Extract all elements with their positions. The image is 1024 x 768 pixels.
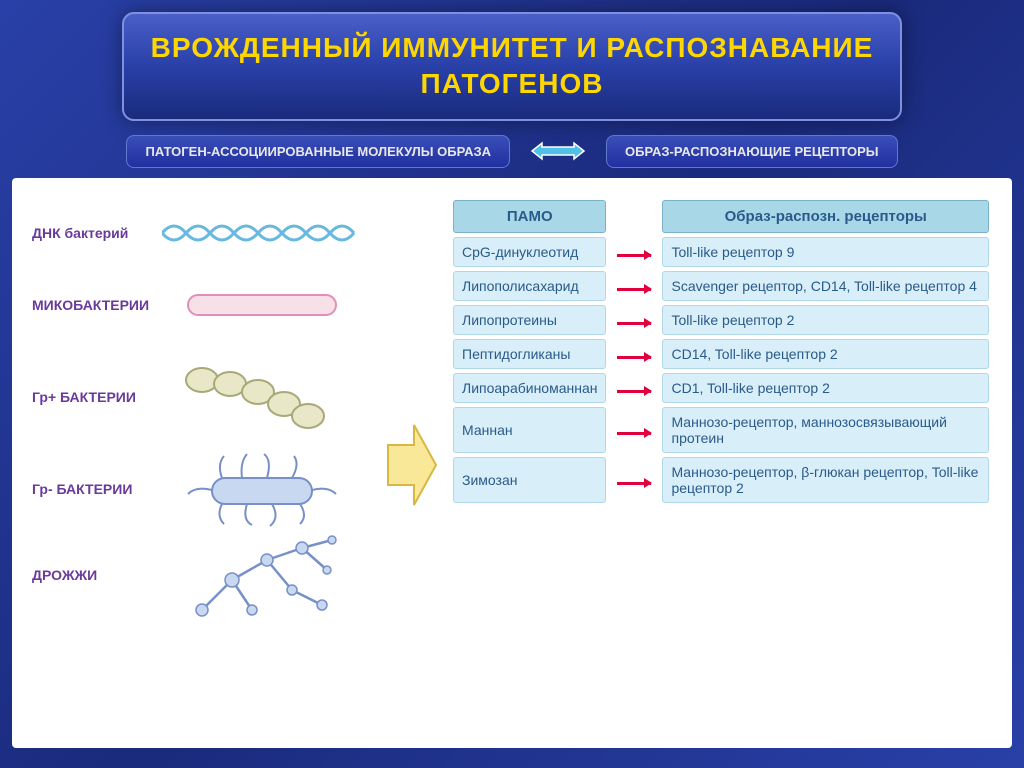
cell-pamo: CpG-динуклеотид bbox=[453, 237, 606, 267]
title-box: ВРОЖДЕННЫЙ ИММУНИТЕТ И РАСПОЗНАВАНИЕ ПАТ… bbox=[122, 12, 902, 121]
arrow-icon bbox=[609, 237, 659, 267]
th-spacer bbox=[609, 200, 659, 233]
cell-pamo: Липопротеины bbox=[453, 305, 606, 335]
cell-pamo: Маннан bbox=[453, 407, 606, 453]
pathogen-label: Гр- БАКТЕРИИ bbox=[32, 481, 142, 497]
th-pamo: ПАМО bbox=[453, 200, 606, 233]
pathogen-label: ДРОЖЖИ bbox=[32, 567, 142, 583]
content-panel: ДНК бактерий МИКОБАКТЕРИИ Гр+ БАКТЕ bbox=[12, 178, 1012, 748]
arrow-icon bbox=[609, 305, 659, 335]
subtitle-right: ОБРАЗ-РАСПОЗНАЮЩИЕ РЕЦЕПТОРЫ bbox=[606, 135, 897, 168]
table-row: CpG-динуклеотид Toll-like рецептор 9 bbox=[453, 237, 989, 267]
arrow-icon bbox=[609, 407, 659, 453]
pathogen-row: Гр- БАКТЕРИИ bbox=[32, 460, 372, 518]
arrow-icon bbox=[609, 271, 659, 301]
pathogen-label: ДНК бактерий bbox=[32, 225, 142, 241]
table-header-row: ПАМО Образ-распозн. рецепторы bbox=[453, 200, 989, 233]
cell-receptor: Маннозо-рецептор, β-глюкан рецептор, Tol… bbox=[662, 457, 989, 503]
double-arrow-icon bbox=[528, 139, 588, 163]
slide: ВРОЖДЕННЫЙ ИММУНИТЕТ И РАСПОЗНАВАНИЕ ПАТ… bbox=[0, 0, 1024, 768]
pathogen-label: Гр+ БАКТЕРИИ bbox=[32, 389, 142, 405]
pamo-table: ПАМО Образ-распозн. рецепторы CpG-динукл… bbox=[450, 196, 992, 507]
cell-pamo: Липоарабиноманнан bbox=[453, 373, 606, 403]
th-receptors: Образ-распозн. рецепторы bbox=[662, 200, 989, 233]
cell-receptor: Toll-like рецептор 2 bbox=[662, 305, 989, 335]
cell-receptor: CD1, Toll-like рецептор 2 bbox=[662, 373, 989, 403]
subtitle-row: ПАТОГЕН-АССОЦИИРОВАННЫЕ МОЛЕКУЛЫ ОБРАЗА … bbox=[12, 135, 1012, 168]
mycobacteria-icon bbox=[152, 276, 372, 334]
table-row: Маннан Маннозо-рецептор, маннозосвязывающ… bbox=[453, 407, 989, 453]
yeast-icon bbox=[152, 546, 372, 604]
cell-receptor: CD14, Toll-like рецептор 2 bbox=[662, 339, 989, 369]
table-row: Липополисахарид Scavenger рецептор, CD14,… bbox=[453, 271, 989, 301]
subtitle-left: ПАТОГЕН-АССОЦИИРОВАННЫЕ МОЛЕКУЛЫ ОБРАЗА bbox=[126, 135, 510, 168]
gram-negative-icon bbox=[152, 460, 372, 518]
arrow-icon bbox=[609, 457, 659, 503]
big-arrow-icon bbox=[382, 196, 440, 734]
dna-icon bbox=[152, 204, 372, 262]
pathogen-row: ДНК бактерий bbox=[32, 204, 372, 262]
slide-title: ВРОЖДЕННЫЙ ИММУНИТЕТ И РАСПОЗНАВАНИЕ ПАТ… bbox=[140, 30, 884, 103]
pathogen-row: ДРОЖЖИ bbox=[32, 546, 372, 604]
cell-pamo: Липополисахарид bbox=[453, 271, 606, 301]
cell-receptor: Маннозо-рецептор, маннозосвязывающий про… bbox=[662, 407, 989, 453]
pathogen-row: Гр+ БАКТЕРИИ bbox=[32, 368, 372, 426]
pathogen-list: ДНК бактерий МИКОБАКТЕРИИ Гр+ БАКТЕ bbox=[32, 196, 372, 734]
cell-pamo: Пептидогликаны bbox=[453, 339, 606, 369]
cell-pamo: Зимозан bbox=[453, 457, 606, 503]
table-row: Липоарабиноманнан CD1, Toll-like рецептор… bbox=[453, 373, 989, 403]
pathogen-row: МИКОБАКТЕРИИ bbox=[32, 276, 372, 334]
table-row: Зимозан Маннозо-рецептор, β-глюкан рецепт… bbox=[453, 457, 989, 503]
arrow-icon bbox=[609, 373, 659, 403]
table-row: Липопротеины Toll-like рецептор 2 bbox=[453, 305, 989, 335]
table-row: Пептидогликаны CD14, Toll-like рецептор 2 bbox=[453, 339, 989, 369]
cell-receptor: Scavenger рецептор, CD14, Toll-like реце… bbox=[662, 271, 989, 301]
table-panel: ПАМО Образ-распозн. рецепторы CpG-динукл… bbox=[450, 196, 992, 734]
pathogen-label: МИКОБАКТЕРИИ bbox=[32, 297, 142, 313]
arrow-icon bbox=[609, 339, 659, 369]
gram-positive-icon bbox=[152, 368, 372, 426]
cell-receptor: Toll-like рецептор 9 bbox=[662, 237, 989, 267]
